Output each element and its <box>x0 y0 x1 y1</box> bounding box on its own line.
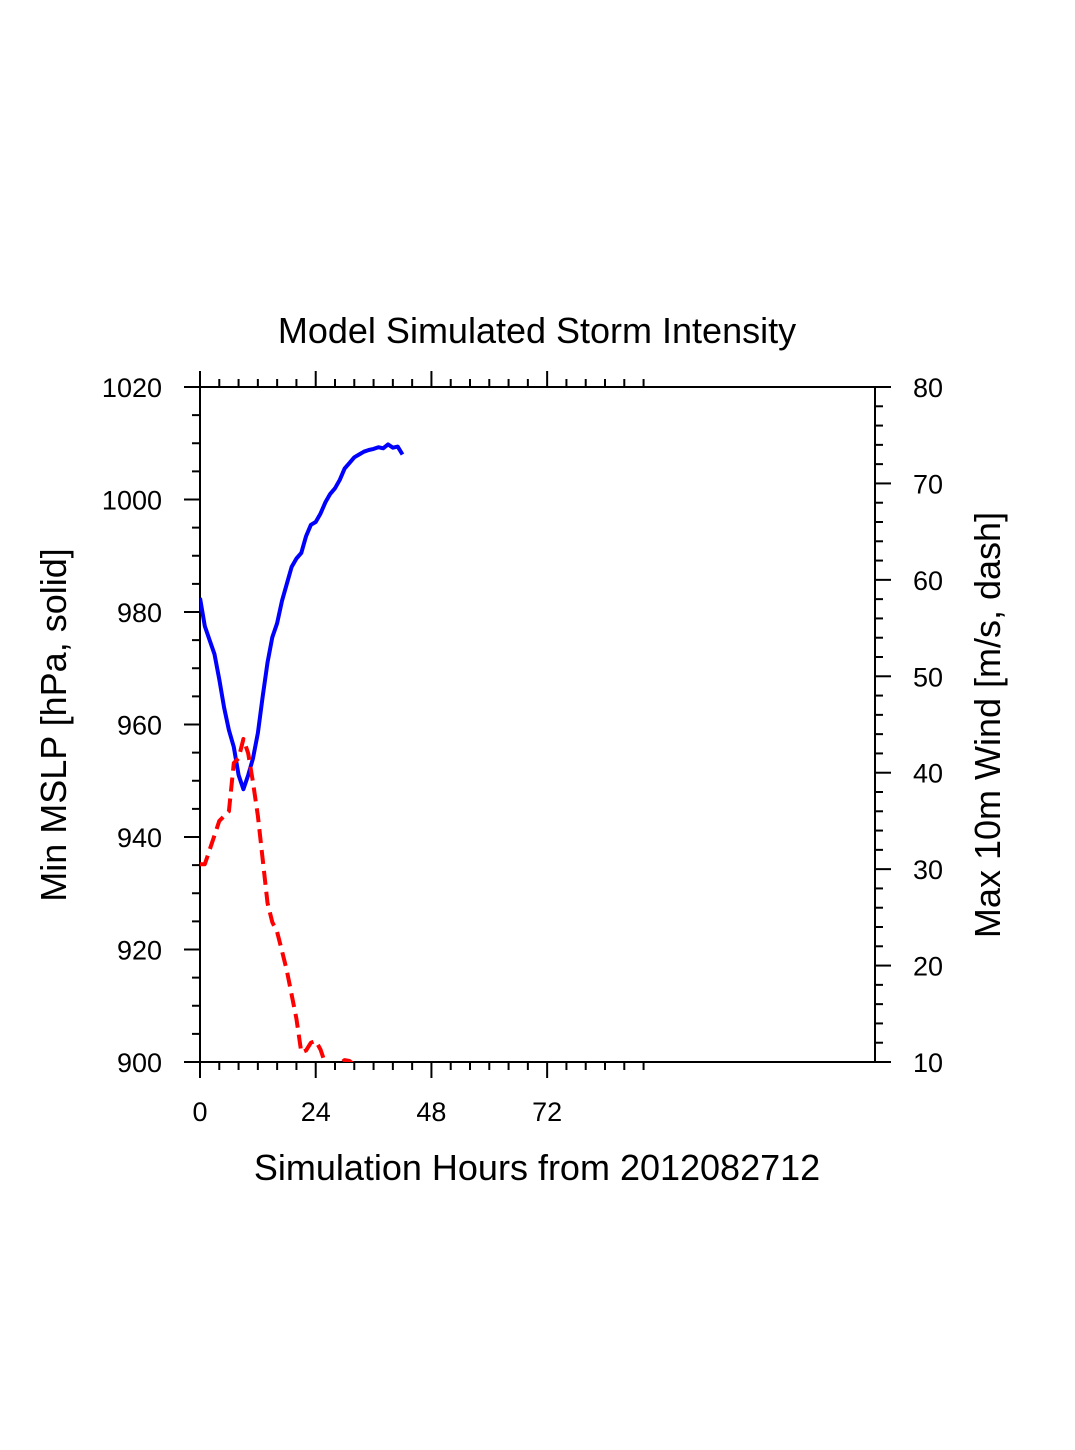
y-right-tick-label: 50 <box>913 662 943 692</box>
wind-series-line <box>200 737 354 1062</box>
y-left-tick-label: 900 <box>117 1048 162 1078</box>
plot-frame <box>199 386 876 1063</box>
y-left-tick-label: 980 <box>117 598 162 628</box>
y-right-tick-label: 30 <box>913 855 943 885</box>
y-left-tick-label: 940 <box>117 823 162 853</box>
x-tick-label: 0 <box>192 1097 207 1127</box>
y-axis-right-label: Max 10m Wind [m/s, dash] <box>967 512 1008 938</box>
mslp-series-line <box>200 442 405 792</box>
y-right-tick-label: 80 <box>913 373 943 403</box>
plot-area: 0 24 48 72900920940960980100010201020304050… <box>102 371 943 1127</box>
y-left-tick-label: 1000 <box>102 486 162 516</box>
y-left-tick-label: 1020 <box>102 373 162 403</box>
y-axis-left-label: Min MSLP [hPa, solid] <box>33 548 74 902</box>
y-right-tick-label: 20 <box>913 952 943 982</box>
y-right-tick-label: 60 <box>913 566 943 596</box>
y-left-tick-label: 960 <box>117 711 162 741</box>
chart-title: Model Simulated Storm Intensity <box>278 310 796 351</box>
y-right-tick-label: 10 <box>913 1048 943 1078</box>
y-right-tick-label: 70 <box>913 469 943 499</box>
y-right-tick-label: 40 <box>913 759 943 789</box>
x-tick-label: 48 <box>416 1097 446 1127</box>
y-left-tick-label: 920 <box>117 936 162 966</box>
x-axis-label: Simulation Hours from 2012082712 <box>254 1147 820 1188</box>
x-tick-label: 24 <box>301 1097 331 1127</box>
x-tick-label: 72 <box>532 1097 562 1127</box>
